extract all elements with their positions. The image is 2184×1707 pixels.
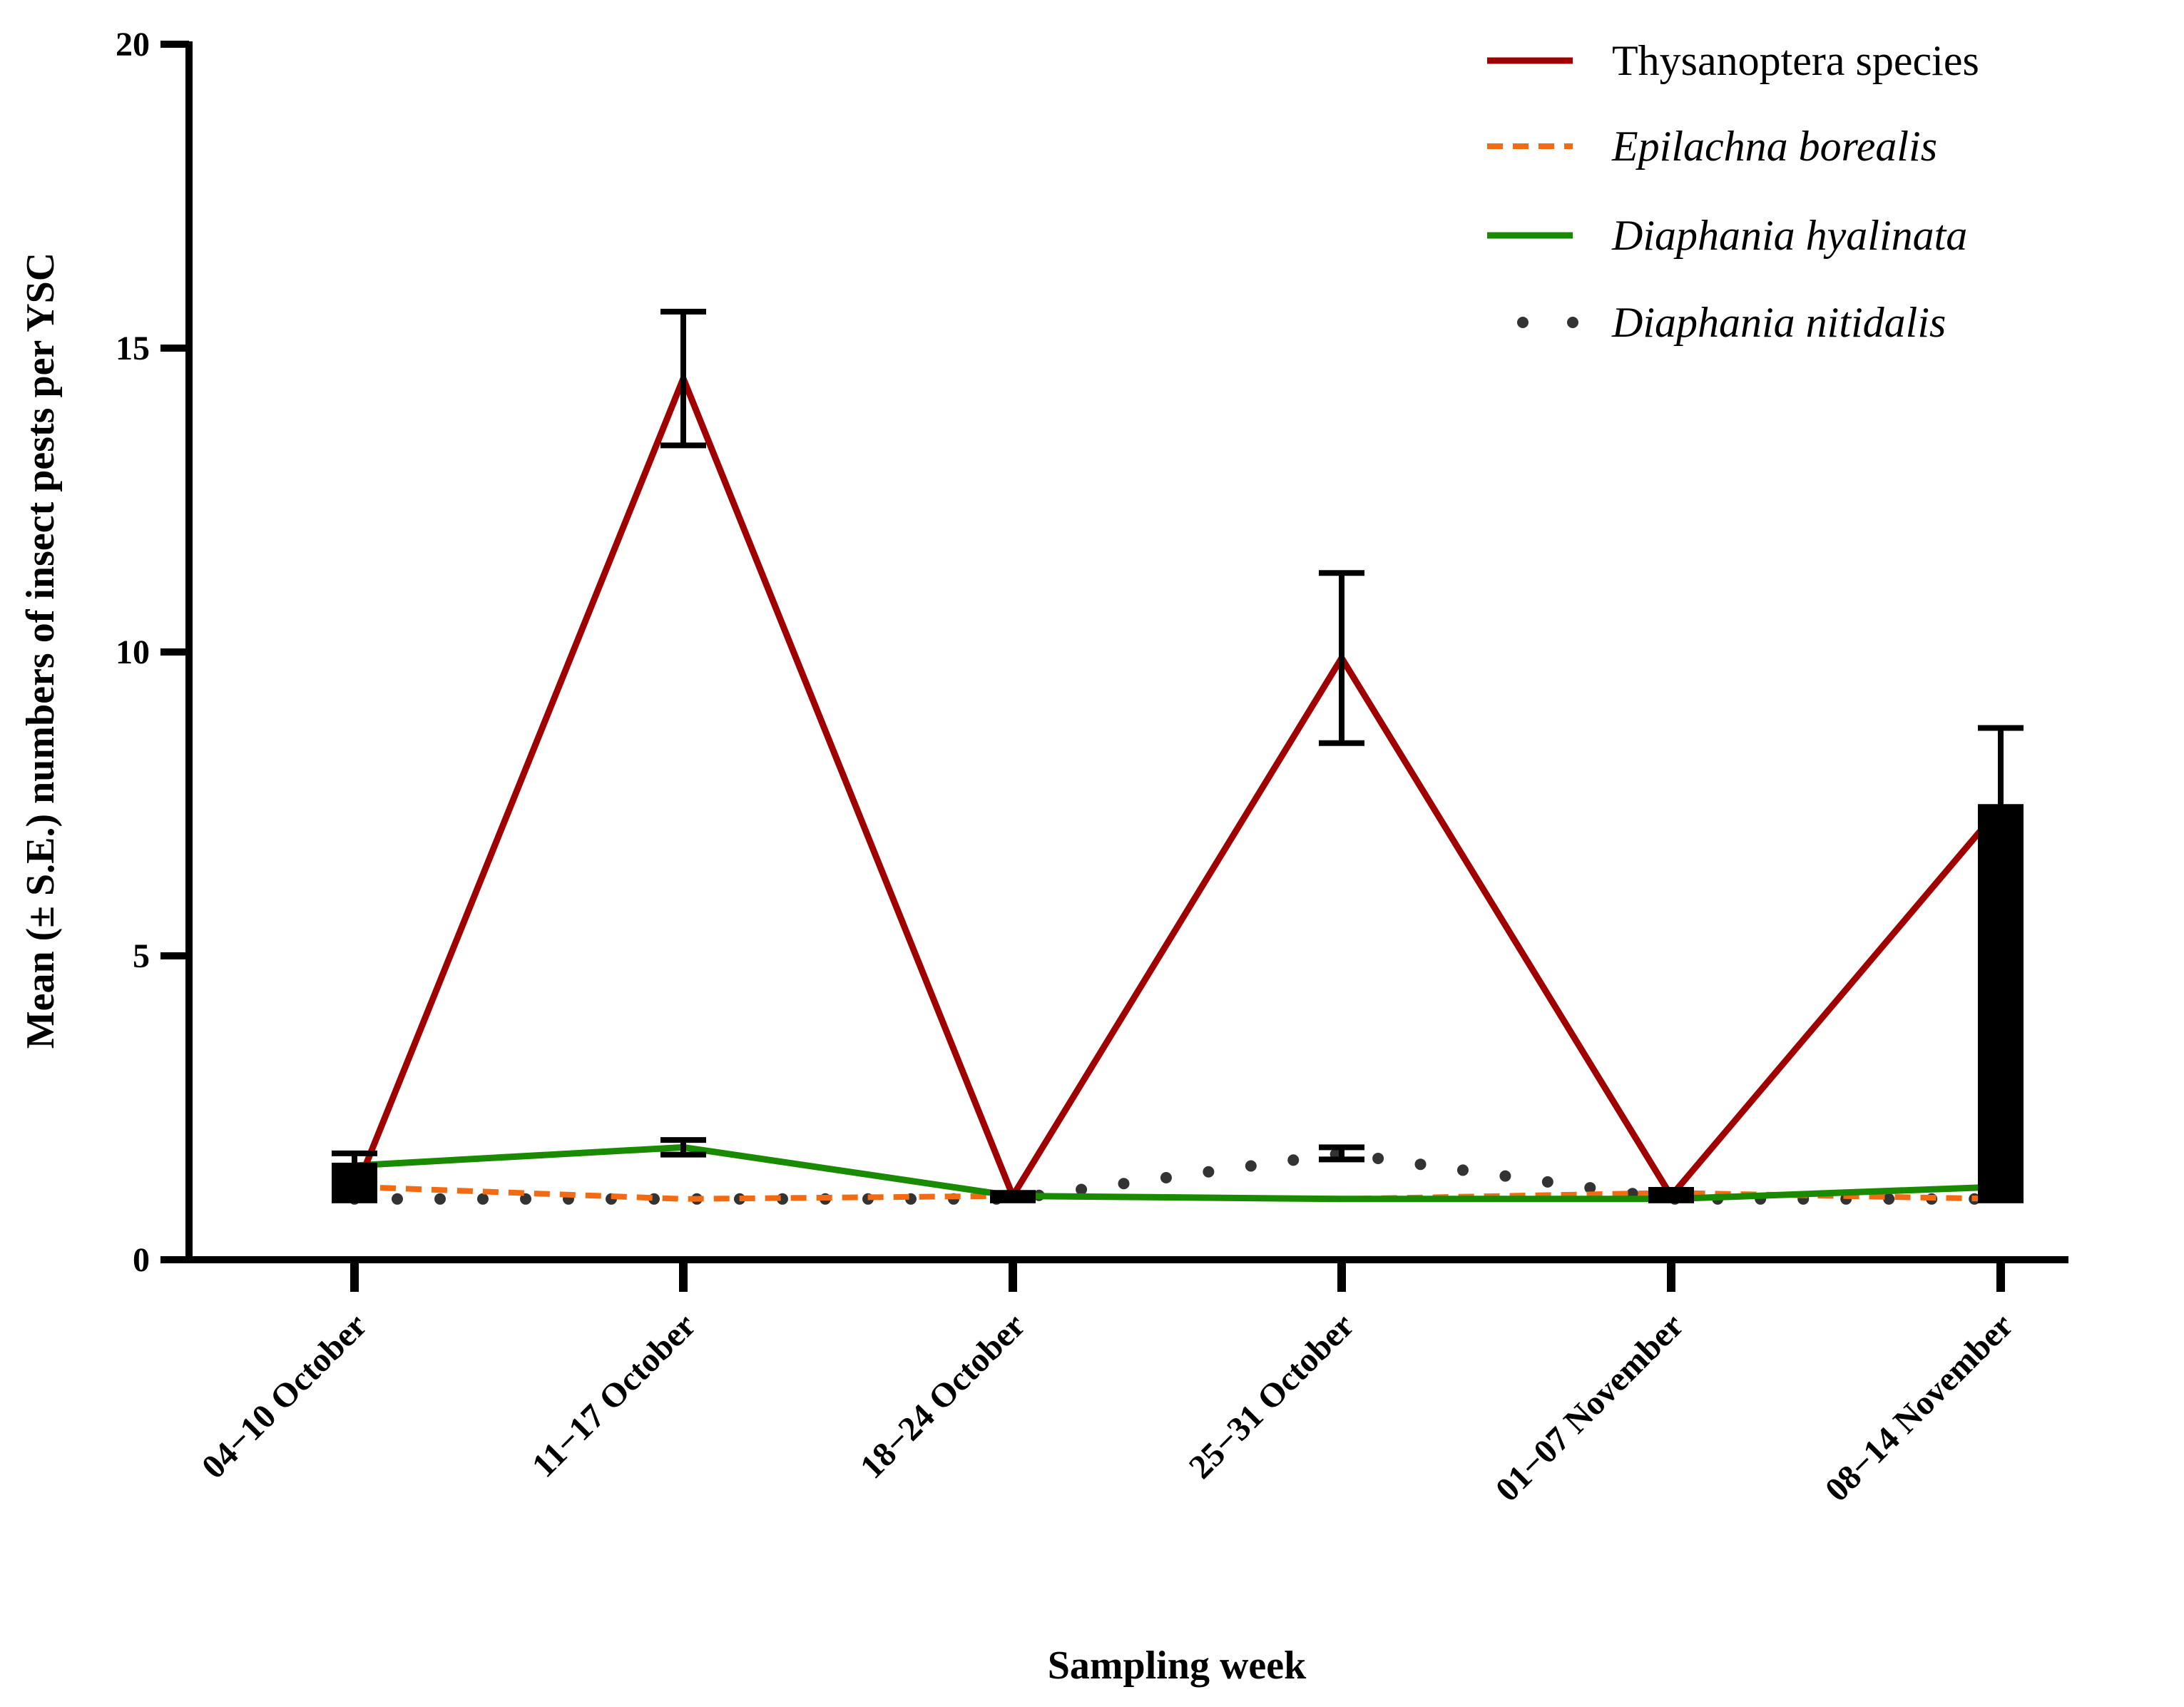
error-bar [1319,570,1364,746]
legend-label: Diaphania nitidalis [1611,299,1946,346]
x-tick-label: 18−24 October [853,1306,1033,1486]
y-axis-title: Mean (± S.E.) numbers of insect pests pe… [19,253,63,1049]
error-bar [660,308,706,449]
series-line-2 [354,1143,2001,1203]
legend-label: Diaphania hyalinata [1611,212,1967,259]
error-bar [660,1137,706,1158]
baseline-cap [1648,1190,1694,1203]
legend-item-3: Diaphania nitidalis [1517,299,1946,346]
x-tick-label: 11−17 October [525,1306,703,1484]
legend-label: Epilachna borealis [1611,123,1937,170]
baseline-cap [990,1193,1036,1203]
y-tick-label: 10 [116,633,150,671]
y-tick-label: 5 [133,937,150,975]
series-layer [349,370,2006,1205]
error-bar-layer [332,308,2024,1203]
legend-label: Thysanoptera species [1612,37,1979,84]
series-line-0 [351,370,2004,1203]
x-tick-label: 01−07 November [1489,1306,1691,1509]
y-axis-ticks: 0 5 10 15 20 [116,26,189,1279]
y-tick-label: 0 [133,1241,150,1279]
error-bar [1319,1144,1364,1163]
y-tick-label: 20 [116,26,150,63]
baseline-cap [1978,804,2024,1203]
x-tick-label: 08−14 November [1818,1306,2021,1509]
legend-item-0: Thysanoptera species [1487,37,1979,84]
legend-item-2: Diaphania hyalinata [1487,212,1967,259]
y-tick-label: 15 [116,330,150,367]
legend: Thysanoptera species Epilachna borealis Di… [1487,37,1979,346]
x-tick-labels: 04−10 October 11−17 October 18−24 October 2… [195,1260,2021,1509]
x-axis-title: Sampling week [1048,1644,1307,1688]
axes [185,41,2068,1263]
x-tick-label: 04−10 October [195,1306,374,1486]
legend-item-1: Epilachna borealis [1487,123,1937,170]
baseline-cap [332,1162,377,1203]
x-tick-label: 25−31 October [1182,1306,1362,1486]
